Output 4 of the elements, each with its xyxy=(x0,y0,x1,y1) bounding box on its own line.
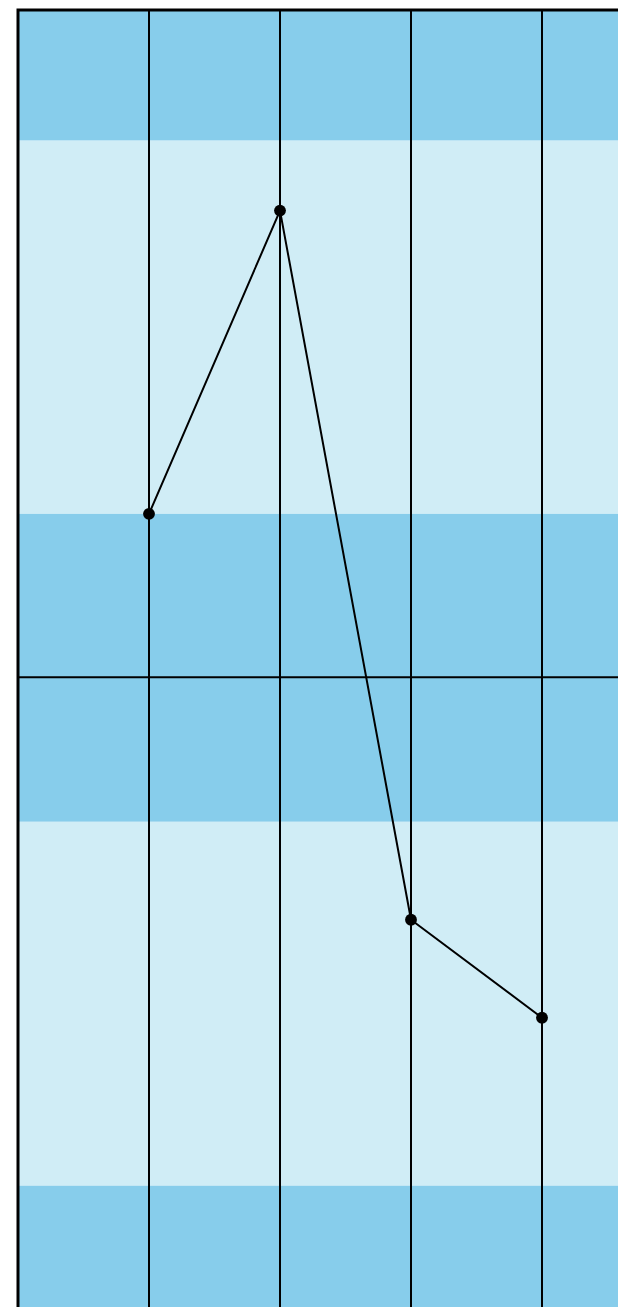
point xyxy=(405,913,417,926)
point xyxy=(143,507,155,520)
point xyxy=(536,1011,548,1024)
point xyxy=(274,204,286,217)
